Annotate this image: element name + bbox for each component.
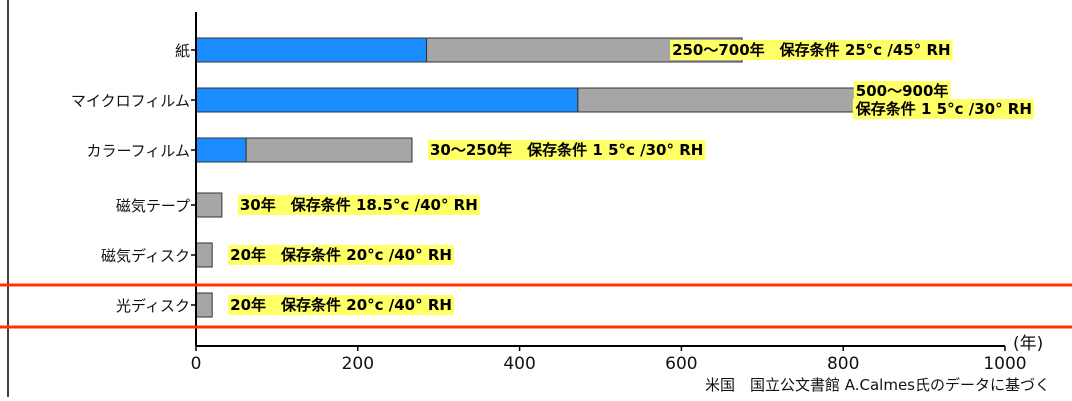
bar-annotation: 250～700年 保存条件 25°c /45° RH — [672, 41, 951, 59]
category-label: 磁気テープ — [116, 197, 190, 215]
category-label: 光ディスク — [116, 297, 190, 315]
bar-segment — [577, 87, 897, 113]
x-tick-label: 800 — [827, 354, 859, 374]
category-label: 磁気ディスク — [101, 247, 190, 265]
bar-segment — [195, 292, 213, 318]
x-tick-label: 400 — [503, 354, 535, 374]
bar-annotation: 30～250年 保存条件 1 5°c /30° RH — [430, 141, 703, 159]
footer-layer: (年) 米国 国立公文書館 A.Calmes氏のデータに基づく — [705, 334, 1050, 394]
x-tick-label: 1000 — [983, 354, 1026, 374]
bar-segment — [195, 192, 223, 218]
annotation-highlight — [670, 40, 953, 60]
x-tick-label: 600 — [665, 354, 697, 374]
bar-segment — [245, 137, 413, 163]
annotation-highlight — [228, 245, 454, 265]
axes-layer: 0 200 400 600 800 1000 — [191, 12, 1027, 374]
bar-segment — [195, 137, 247, 163]
annotation-highlight — [852, 99, 1034, 119]
x-axis-unit-label: (年) — [1013, 334, 1043, 354]
category-label: 紙 — [175, 42, 190, 60]
bar-annotation: 保存条件 1 5°c /30° RH — [855, 100, 1032, 118]
x-tick-label: 200 — [342, 354, 374, 374]
category-label: カラーフィルム — [86, 142, 190, 160]
highlight-layer — [0, 283, 1072, 329]
category-label: マイクロフィルム — [71, 92, 190, 110]
bar-annotation: 500～900年 — [856, 82, 949, 100]
bar-annotation: 20年 保存条件 20°c /40° RH — [230, 296, 452, 314]
bar-annotation: 20年 保存条件 20°c /40° RH — [230, 246, 452, 264]
bar-segment — [195, 242, 213, 268]
source-note: 米国 国立公文書館 A.Calmes氏のデータに基づく — [705, 376, 1050, 394]
annotation-highlight — [853, 81, 951, 101]
annotation-highlight — [237, 195, 480, 215]
annotation-highlight — [228, 295, 454, 315]
bar-segment — [195, 37, 428, 63]
bar-annotation: 30年 保存条件 18.5°c /40° RH — [240, 196, 478, 214]
bars-layer — [195, 37, 897, 318]
bar-segment — [195, 87, 579, 113]
x-tick-label: 0 — [191, 354, 202, 374]
annotation-highlight — [428, 140, 706, 160]
